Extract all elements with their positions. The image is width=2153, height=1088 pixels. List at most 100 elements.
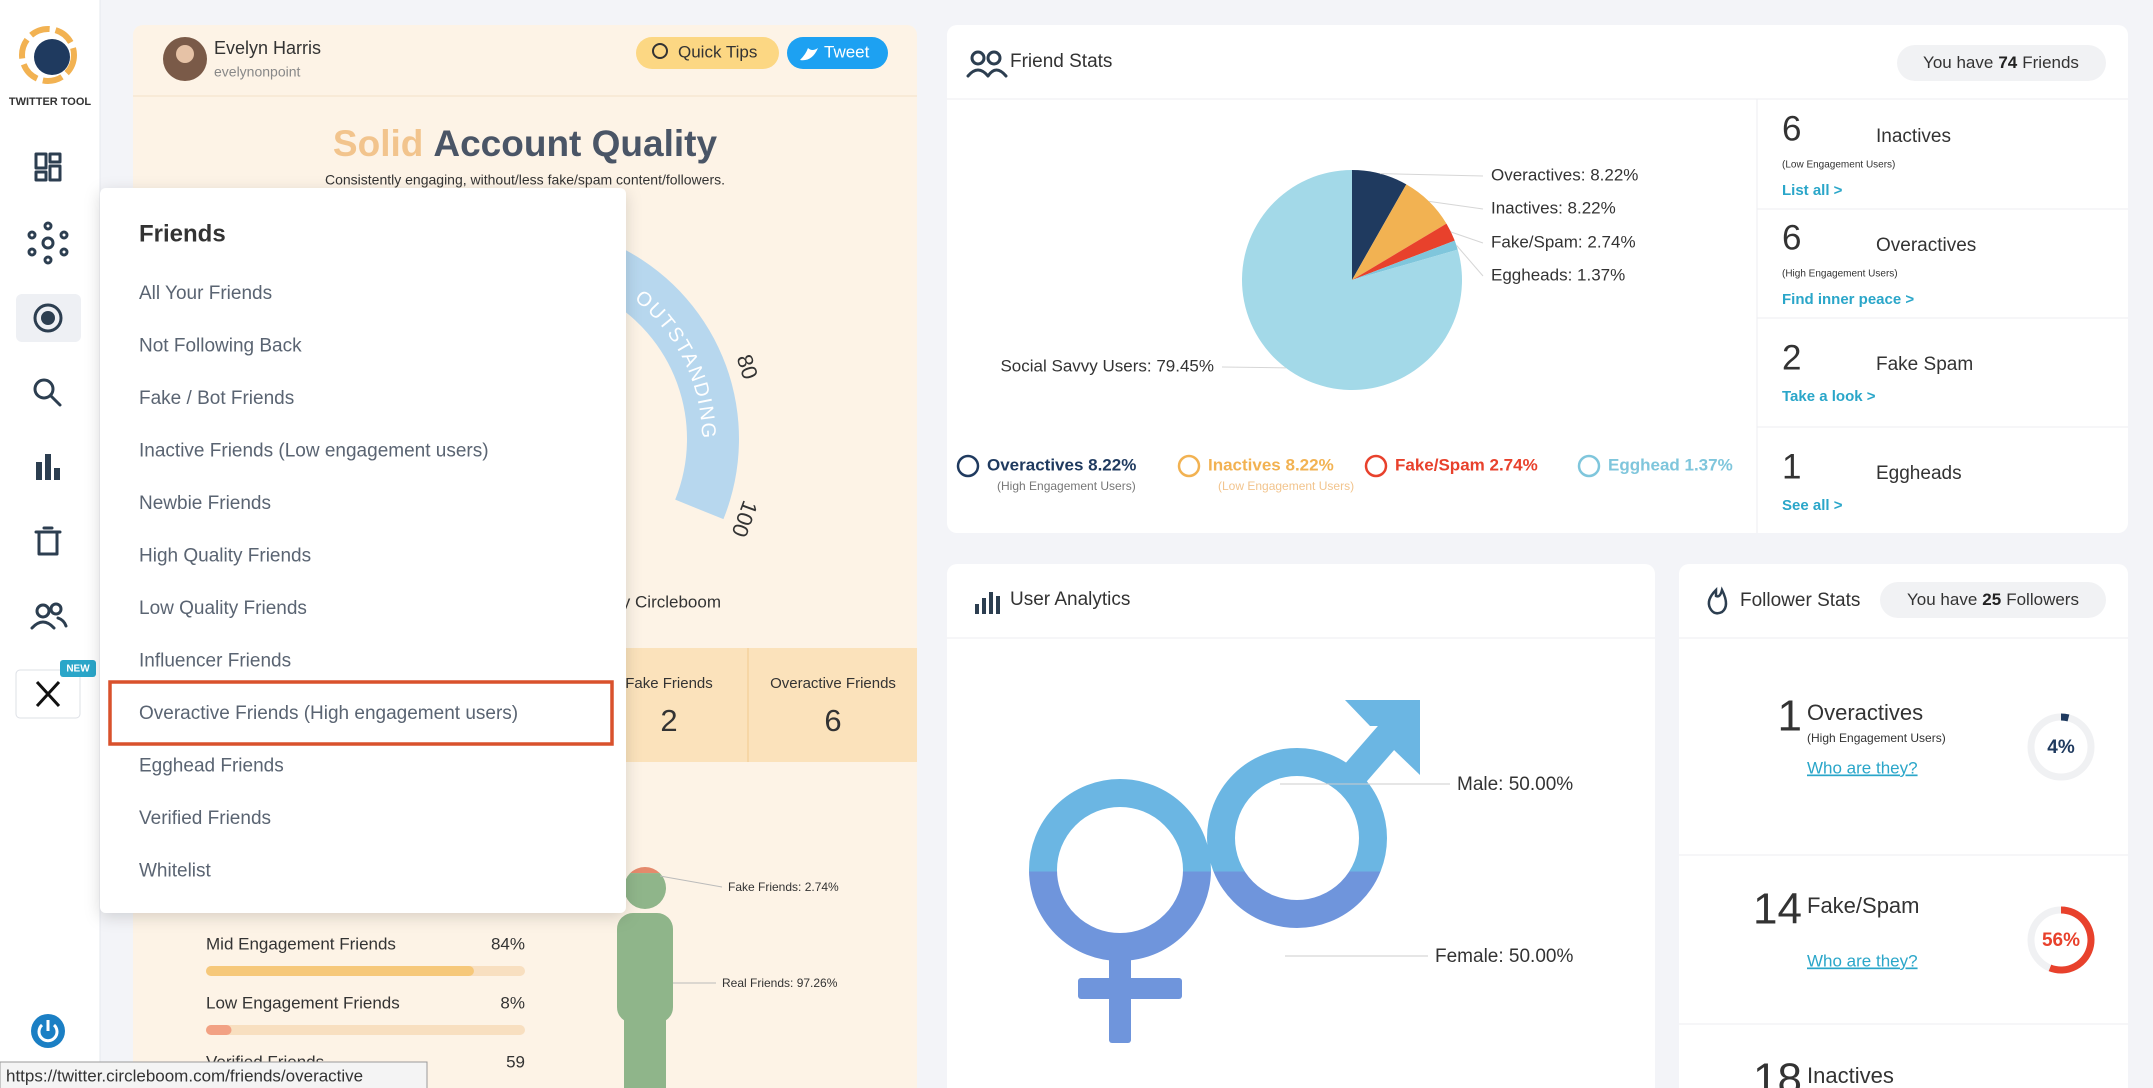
- status-bar: [0, 1061, 428, 1088]
- bar: [206, 966, 474, 976]
- cell-link[interactable]: Take a look >: [1782, 388, 1876, 405]
- menu-item[interactable]: Influencer Friends: [139, 651, 291, 672]
- pie-label: Eggheads: 1.37%: [1491, 265, 1625, 284]
- logo: [19, 26, 77, 84]
- ring-label: 56%: [2042, 930, 2080, 951]
- count-suffix: Followers: [2006, 590, 2079, 609]
- menu-item[interactable]: High Quality Friends: [139, 546, 311, 567]
- menu-title: Friends: [139, 220, 226, 247]
- male-symbol: [1207, 700, 1420, 928]
- bar-value-label: 8%: [500, 993, 525, 1012]
- stat-value: 2: [660, 703, 677, 738]
- pie-label: Inactives: 8.22%: [1491, 198, 1616, 217]
- nav-search[interactable]: [33, 378, 62, 407]
- leader-line: [659, 875, 723, 888]
- legend-icon: [956, 454, 980, 478]
- card-bg: [1679, 564, 2128, 1088]
- menu-item[interactable]: Verified Friends: [139, 808, 271, 829]
- sidebar: TWITTER TOOL NEW: [0, 0, 101, 1088]
- bar-label: Mid Engagement Friends: [206, 934, 396, 953]
- cell-label: Inactives: [1876, 126, 1951, 147]
- stat-value: 6: [824, 703, 841, 738]
- menu-item[interactable]: Low Quality Friends: [139, 598, 307, 619]
- ring: [2060, 713, 2070, 722]
- nav-power[interactable]: [31, 1014, 65, 1048]
- card-title: Follower Stats: [1740, 590, 1860, 611]
- nav-dashboard[interactable]: [34, 152, 62, 182]
- menu-item[interactable]: All Your Friends: [139, 283, 272, 304]
- leader-line: [1380, 173, 1484, 177]
- analytics-icon: [975, 592, 1000, 614]
- brand: TWITTER TOOL: [9, 96, 92, 108]
- quality-subtitle: Consistently engaging, without/less fake…: [325, 172, 725, 188]
- menu-item[interactable]: Overactive Friends (High engagement user…: [139, 703, 518, 724]
- ring-label: 4%: [2047, 737, 2075, 758]
- cell-sublabel: (Low Engagement Users): [1782, 160, 1895, 171]
- legend-label: Inactives 8.22%: [1208, 455, 1334, 474]
- nav-delete[interactable]: [34, 526, 62, 556]
- legend-icon: [1364, 454, 1388, 478]
- row-label: Overactives: [1807, 700, 1923, 725]
- logo-core: [34, 39, 70, 75]
- menu-item[interactable]: Whitelist: [139, 861, 212, 882]
- pie-slice: [1352, 170, 1407, 280]
- badge-text: NEW: [66, 664, 90, 675]
- title-accent: Solid: [333, 123, 423, 164]
- menu-item[interactable]: Newbie Friends: [139, 493, 271, 514]
- nav-network[interactable]: [27, 221, 69, 265]
- count-pill: [1897, 45, 2106, 81]
- pie-slice: [1352, 240, 1458, 280]
- menu-item[interactable]: Fake / Bot Friends: [139, 388, 294, 409]
- status-url: https://twitter.circleboom.com/friends/o…: [6, 1066, 363, 1085]
- composition-label: Fake Friends: 2.74%: [728, 880, 839, 894]
- bar: [206, 1025, 232, 1035]
- bulb-icon: [652, 43, 668, 59]
- menu-item[interactable]: Egghead Friends: [139, 756, 284, 777]
- cell-label: Overactives: [1876, 235, 1976, 256]
- count-number: 74: [1998, 53, 2017, 72]
- pie-slice: [1352, 184, 1447, 280]
- menu-item[interactable]: Inactive Friends (Low engagement users): [139, 441, 489, 462]
- female-symbol: [1029, 779, 1211, 1043]
- pie-slice: [1241, 170, 1462, 390]
- card-title: Friend Stats: [1010, 51, 1112, 72]
- legend-label: Fake/Spam 2.74%: [1395, 455, 1538, 474]
- friends-icon: [966, 50, 1008, 78]
- cell-label: Eggheads: [1876, 463, 1962, 484]
- cell-count: 2: [1782, 338, 1801, 377]
- nav-friends[interactable]: [33, 303, 63, 333]
- leader-line: [1455, 244, 1484, 277]
- leader-line: [1428, 200, 1484, 210]
- stat-label: Fake Friends: [625, 675, 713, 692]
- cell-link[interactable]: See all >: [1782, 497, 1843, 514]
- row-link[interactable]: Who are they?: [1807, 758, 1918, 777]
- count-text: You have 74 Friends: [1923, 53, 2079, 72]
- tweet-button[interactable]: [787, 37, 888, 69]
- pie-label: Fake/Spam: 2.74%: [1491, 232, 1636, 251]
- female-label: Female: 50.00%: [1435, 946, 1573, 967]
- cell-sublabel: (High Engagement Users): [1782, 269, 1898, 280]
- count-text: You have 25 Followers: [1907, 590, 2079, 609]
- composition-label: Real Friends: 97.26%: [722, 976, 838, 990]
- leader-line: [1450, 231, 1484, 244]
- row-link[interactable]: Who are they?: [1807, 951, 1918, 970]
- cell-link[interactable]: List all >: [1782, 182, 1843, 199]
- count-prefix: You have: [1907, 590, 1977, 609]
- cell-label: Fake Spam: [1876, 354, 1973, 375]
- menu-item[interactable]: Not Following Back: [139, 336, 302, 357]
- nav-users[interactable]: [30, 602, 68, 630]
- friends-menu: Friends All Your Friends Not Following Ba…: [100, 188, 626, 913]
- friend-stats-card: Friend Stats You have 74 Friends Overactiv…: [947, 25, 2128, 533]
- quick-tips-button[interactable]: [636, 37, 779, 69]
- cell-count: 1: [1782, 447, 1801, 486]
- title-main: Account Quality: [433, 123, 717, 164]
- x-logo: [35, 680, 61, 708]
- engagement-bars: Mid Engagement Friends 84% Low Engagement …: [206, 934, 525, 1035]
- nav-stats[interactable]: [36, 454, 60, 480]
- cell-link[interactable]: Find inner peace >: [1782, 291, 1914, 308]
- row-label: Inactives: [1807, 1063, 1894, 1088]
- logo-ring: [19, 26, 77, 84]
- pie-label: Overactives: 8.22%: [1491, 165, 1638, 184]
